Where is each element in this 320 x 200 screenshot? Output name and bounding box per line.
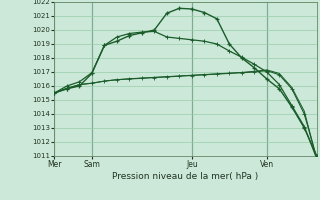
X-axis label: Pression niveau de la mer( hPa ): Pression niveau de la mer( hPa ) [112, 172, 259, 181]
